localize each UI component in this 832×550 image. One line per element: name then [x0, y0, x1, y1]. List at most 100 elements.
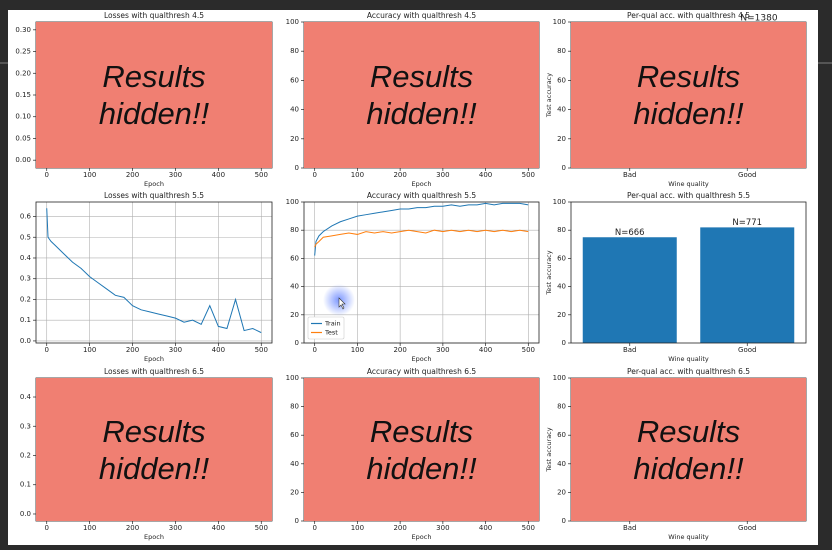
y-tick-label: 80	[557, 403, 566, 411]
y-tick-label: 0.5	[20, 233, 31, 241]
x-tick-label: 100	[351, 171, 364, 179]
x-tick-label: 500	[522, 346, 535, 354]
y-tick-label: 0	[295, 339, 299, 347]
x-tick-label: 400	[212, 346, 225, 354]
y-tick-label: 0.00	[15, 156, 31, 164]
x-tick-label: Bad	[623, 171, 637, 179]
y-tick-label: 0	[562, 164, 566, 172]
y-tick-label: 40	[557, 106, 566, 114]
y-tick-label: 0.25	[15, 48, 31, 56]
y-tick-label: 20	[557, 488, 566, 496]
y-tick-label: 40	[557, 460, 566, 468]
line-series	[314, 202, 529, 256]
y-tick-label: 60	[290, 76, 299, 84]
y-tick-label: 100	[553, 198, 566, 206]
x-tick-label: 100	[351, 524, 364, 532]
bar	[700, 227, 795, 343]
y-tick-label: 0.3	[20, 422, 31, 430]
overlay-text: Results hidden!!	[633, 413, 744, 486]
y-tick-label: 20	[557, 311, 566, 319]
y-tick-label: 0	[562, 339, 566, 347]
x-tick-label: 400	[479, 171, 492, 179]
y-tick-label: 60	[290, 254, 299, 262]
annotation: N=1380	[740, 14, 777, 24]
x-tick-label: 200	[393, 171, 406, 179]
x-tick-label: 500	[255, 346, 268, 354]
y-tick-label: 0.4	[20, 393, 32, 401]
x-tick-label: 500	[255, 524, 268, 532]
x-axis-label: Epoch	[144, 533, 164, 541]
x-tick-label: 0	[44, 346, 48, 354]
x-axis-label: Epoch	[412, 180, 432, 188]
x-axis-label: Wine quality	[668, 533, 709, 541]
value-label: N=771	[732, 218, 762, 228]
axes-frame	[303, 201, 540, 344]
y-tick-label: 0.3	[20, 275, 31, 283]
x-axis-label: Epoch	[412, 533, 432, 541]
y-tick-label: 20	[557, 135, 566, 143]
x-tick-label: 500	[522, 171, 535, 179]
x-tick-label: 400	[479, 346, 492, 354]
hidden-results-overlay: Results hidden!!	[571, 22, 806, 168]
y-tick-label: 80	[557, 226, 566, 234]
y-tick-label: 60	[290, 431, 299, 439]
x-tick-label: 300	[436, 346, 449, 354]
value-label: N=666	[615, 228, 645, 238]
y-tick-label: 100	[286, 198, 299, 206]
y-tick-label: 0.30	[15, 26, 31, 34]
y-tick-label: 0.05	[15, 134, 31, 142]
legend-label: Train	[324, 320, 341, 328]
x-tick-label: 100	[83, 171, 96, 179]
y-tick-label: 0.1	[20, 316, 31, 324]
x-tick-label: 300	[169, 346, 182, 354]
chart-title: Losses with qualthresh 6.5	[104, 367, 204, 376]
legend-label: Test	[324, 329, 338, 337]
overlay-text: Results hidden!!	[98, 413, 210, 486]
y-tick-label: 40	[290, 460, 299, 468]
line-series	[46, 208, 262, 334]
x-tick-label: 0	[312, 524, 316, 532]
y-tick-label: 0.0	[20, 337, 31, 345]
x-axis-label: Epoch	[412, 355, 432, 363]
x-axis-label: Epoch	[144, 180, 164, 188]
overlay-text: Results hidden!!	[98, 59, 210, 131]
y-tick-label: 100	[286, 18, 299, 26]
x-tick-label: 300	[436, 524, 449, 532]
y-axis-label: Test accuracy	[545, 73, 553, 118]
x-tick-label: 200	[126, 171, 139, 179]
y-tick-label: 80	[290, 226, 299, 234]
y-tick-label: 80	[557, 47, 566, 55]
mouse-cursor	[338, 297, 346, 310]
overlay-text: Results hidden!!	[633, 59, 744, 131]
x-tick-label: Bad	[623, 524, 637, 532]
x-axis-label: Epoch	[144, 355, 164, 363]
hidden-results-overlay: Results hidden!!	[304, 378, 539, 521]
y-tick-label: 100	[553, 374, 566, 382]
y-tick-label: 60	[557, 76, 566, 84]
y-tick-label: 40	[290, 106, 299, 114]
hidden-results-overlay: Results hidden!!	[571, 378, 806, 521]
chart-title: Losses with qualthresh 4.5	[104, 11, 204, 20]
x-tick-label: 100	[83, 524, 96, 532]
x-tick-label: 200	[126, 524, 139, 532]
x-tick-label: 200	[126, 346, 139, 354]
y-tick-label: 0	[295, 164, 299, 172]
y-tick-label: 0	[295, 517, 299, 525]
y-tick-label: 60	[557, 254, 566, 262]
y-tick-label: 20	[290, 488, 299, 496]
x-tick-label: Good	[738, 346, 756, 354]
x-tick-label: 400	[479, 524, 492, 532]
y-tick-label: 80	[290, 403, 299, 411]
overlay-text: Results hidden!!	[366, 413, 477, 486]
x-tick-label: 200	[393, 346, 406, 354]
y-axis-label: Test accuracy	[545, 250, 553, 295]
hidden-results-overlay: Results hidden!!	[304, 22, 539, 168]
chart-title: Losses with qualthresh 5.5	[104, 191, 204, 200]
x-tick-label: 100	[83, 346, 96, 354]
y-tick-label: 0.2	[20, 451, 31, 459]
line-series	[314, 229, 529, 248]
y-tick-label: 40	[290, 283, 299, 291]
x-tick-label: 0	[312, 171, 316, 179]
bar	[582, 237, 677, 343]
